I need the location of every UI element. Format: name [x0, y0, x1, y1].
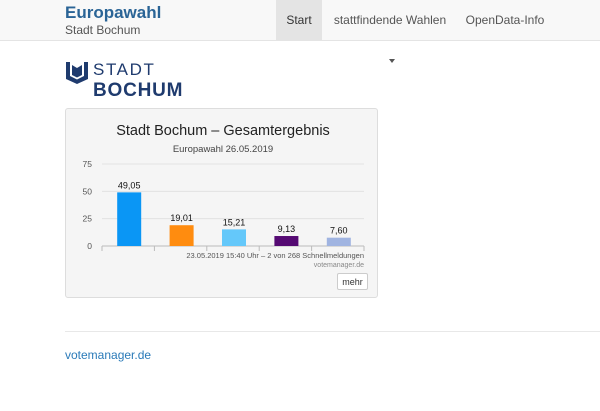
- site-subtitle: Stadt Bochum: [65, 23, 141, 37]
- y-tick-label: 0: [87, 241, 92, 251]
- caret-down-icon: [389, 58, 395, 63]
- bar-value-label: 7,60: [330, 226, 348, 236]
- chart-bar: [274, 236, 299, 246]
- chart-bar: [117, 192, 142, 246]
- nav-start[interactable]: Start: [276, 0, 322, 40]
- logo-text-bochum: BOCHUM: [93, 80, 184, 101]
- y-axis-ticks: 0 25 50 75: [83, 159, 93, 251]
- result-chart-panel: Stadt Bochum – Gesamtergebnis Europawahl…: [65, 108, 378, 298]
- bar-value-label: 49,05: [118, 180, 141, 190]
- chart-bar: [222, 229, 246, 246]
- nav-opendata-label: OpenData-Info: [465, 13, 545, 27]
- chart-bar: [169, 225, 194, 246]
- y-tick-label: 50: [83, 186, 93, 196]
- result-bar-chart: Stadt Bochum – Gesamtergebnis Europawahl…: [83, 123, 365, 269]
- chart-value-labels: 49,05 19,01 15,21 9,13 7,60: [118, 180, 348, 235]
- bar-value-label: 9,13: [278, 224, 296, 234]
- y-tick-label: 25: [83, 214, 93, 224]
- book-crest-icon: [66, 62, 88, 84]
- logo-text-stadt: STADT: [93, 60, 156, 79]
- bar-value-label: 19,01: [170, 213, 193, 223]
- city-logo[interactable]: STADT BOCHUM: [65, 58, 195, 104]
- y-tick-label: 75: [83, 159, 93, 169]
- site-title[interactable]: Europawahl: [65, 3, 162, 22]
- chart-subtitle: Europawahl 26.05.2019: [173, 144, 273, 155]
- nav-elections-label: stattfindende Wahlen: [333, 13, 447, 27]
- chart-bars: [117, 192, 351, 246]
- footer-votemanager-link[interactable]: votemanager.de: [65, 348, 152, 362]
- chart-title: Stadt Bochum – Gesamtergebnis: [116, 123, 330, 139]
- more-button[interactable]: mehr: [337, 273, 368, 290]
- chart-credit: votemanager.de: [314, 262, 364, 269]
- nav-elections-dropdown[interactable]: stattfindende Wahlen: [332, 0, 448, 63]
- nav-start-label: Start: [286, 13, 312, 27]
- footer-divider: [65, 331, 600, 332]
- nav-opendata[interactable]: OpenData-Info: [459, 0, 551, 40]
- top-navbar: Europawahl Stadt Bochum Start stattfinde…: [0, 0, 600, 63]
- chart-bar: [326, 237, 351, 246]
- chart-note: 23.05.2019 15:40 Uhr – 2 von 268 Schnell…: [186, 251, 364, 260]
- bar-value-label: 15,21: [223, 217, 246, 227]
